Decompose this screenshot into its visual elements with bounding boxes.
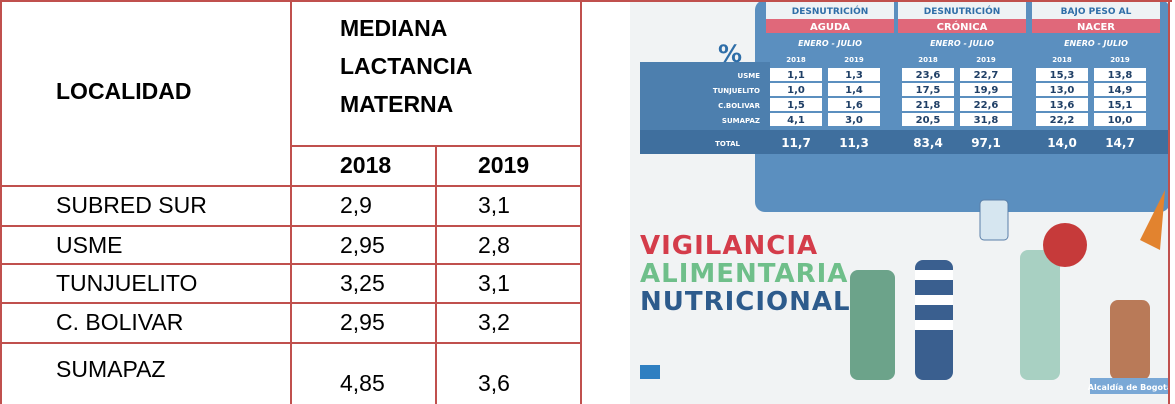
group-total: 97,1 [971,136,1001,150]
group-subtitle: NACER [1077,22,1115,33]
banner-line: ALIMENTARIA [640,259,848,289]
group-value: 1,3 [845,70,863,81]
group-total: 83,4 [913,136,943,150]
percent-sign: % [718,40,742,68]
group-year: 2019 [976,56,996,64]
row-label: C.BOLIVAR [718,102,761,110]
illustration [980,200,1008,240]
group-value: 22,2 [1050,115,1075,126]
table-value: 3,1 [478,270,510,297]
group-title: DESNUTRICIÓN [792,5,869,17]
group-value: 1,5 [787,100,805,111]
illustration [1110,300,1150,380]
group-value: 13,8 [1108,70,1133,81]
table-border [435,145,437,404]
table-value: 2,9 [340,192,372,219]
illustration [915,320,953,330]
logo [640,365,660,379]
total-label: TOTAL [715,140,740,148]
locality-name: TUNJUELITO [56,270,197,297]
illustration [915,295,953,305]
header-metric: MEDIANA [340,15,447,42]
table-value: 2,8 [478,232,510,259]
group-value: 22,6 [974,100,999,111]
group-value: 22,7 [974,70,999,81]
header-metric: LACTANCIA [340,53,472,80]
illustration [915,270,953,280]
illustration [850,270,895,380]
row-label: SUMAPAZ [722,117,760,125]
table-border [580,0,582,404]
row-label: USME [738,72,761,80]
table-value: 2,95 [340,309,385,336]
table-value: 3,25 [340,270,385,297]
group-period: ENERO - JULIO [798,39,862,48]
group-year: 2018 [786,56,806,64]
table-value: 3,2 [478,309,510,336]
group-value: 10,0 [1108,115,1133,126]
group-subtitle: CRÓNICA [937,20,988,33]
group-value: 1,0 [787,85,805,96]
group-value: 15,3 [1050,70,1075,81]
group-value: 23,6 [916,70,941,81]
group-value: 1,1 [787,70,805,81]
header-year: 2018 [340,152,391,179]
group-period: ENERO - JULIO [930,39,994,48]
header-locality: LOCALIDAD [56,78,191,105]
group-total: 14,7 [1105,136,1135,150]
group-value: 13,0 [1050,85,1075,96]
table-value: 3,1 [478,192,510,219]
table-border [290,0,292,404]
group-period: ENERO - JULIO [1064,39,1128,48]
group-year: 2019 [1110,56,1130,64]
group-subtitle: AGUDA [810,22,850,33]
group-total: 14,0 [1047,136,1077,150]
header-metric: MATERNA [340,91,453,118]
locality-name: C. BOLIVAR [56,309,183,336]
table-border [1168,0,1170,404]
illustration [1020,250,1060,380]
row-label: TUNJUELITO [713,87,760,95]
table-border [0,0,2,404]
group-value: 3,0 [845,115,863,126]
footer-text: Alcaldía de Bogotá [1088,383,1172,392]
group-value: 20,5 [916,115,941,126]
group-value: 1,6 [845,100,863,111]
group-year: 2019 [844,56,864,64]
group-value: 17,5 [916,85,941,96]
table-value: 2,95 [340,232,385,259]
group-total: 11,7 [781,136,811,150]
group-year: 2018 [1052,56,1072,64]
banner-line: NUTRICIONAL [640,287,851,317]
group-value: 19,9 [974,85,999,96]
group-year: 2018 [918,56,938,64]
group-value: 21,8 [916,100,941,111]
group-value: 14,9 [1108,85,1133,96]
page: {"table": { "headers": {"locality": "LOC… [0,0,1175,404]
header-year: 2019 [478,152,529,179]
table-value: 4,85 [340,370,385,397]
table-value: 3,6 [478,370,510,397]
illustration [1043,223,1087,267]
group-title: BAJO PESO AL [1061,7,1132,17]
group-value: 31,8 [974,115,999,126]
group-value: 4,1 [787,115,805,126]
group-total: 11,3 [839,136,869,150]
banner-line: VIGILANCIA [640,231,818,261]
group-value: 1,4 [845,85,863,96]
table-border [0,0,1172,2]
locality-name: USME [56,232,122,259]
group-value: 13,6 [1050,100,1075,111]
group-value: 15,1 [1108,100,1133,111]
locality-name: SUMAPAZ [56,356,165,383]
group-title: DESNUTRICIÓN [924,5,1001,17]
locality-name: SUBRED SUR [56,192,207,219]
